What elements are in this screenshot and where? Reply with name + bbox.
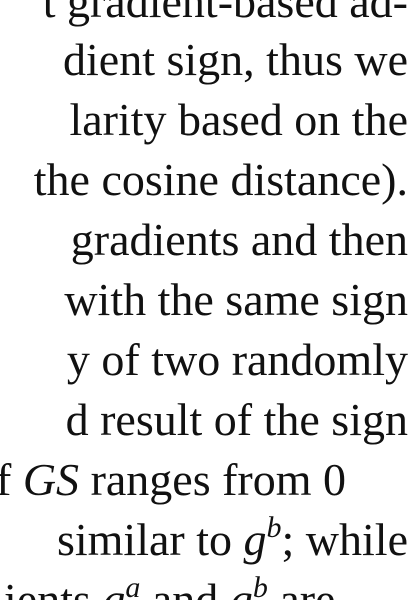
text-line: the cosine distance). [0, 150, 412, 210]
text-line-content: the cosine distance). [33, 154, 408, 205]
text-line: ients ga and gb are [0, 570, 412, 600]
text-line: f GS ranges from 0 [0, 450, 412, 510]
math-symbol: g [243, 514, 267, 565]
text-fragment: f [0, 454, 12, 505]
math-superscript: a [125, 571, 141, 600]
text-line-content: gradients and then [70, 214, 408, 265]
text-fragment: ranges from 0 [90, 454, 347, 505]
text-fragment: and [151, 574, 219, 600]
text-line-content: dient sign, thus we [63, 34, 408, 85]
math-symbol: g [102, 574, 126, 600]
text-fragment: ients [4, 574, 91, 600]
text-line: larity based on the [0, 90, 412, 150]
text-line: similar to gb; while [0, 510, 412, 570]
text-line: gradients and then [0, 210, 412, 270]
text-fragment: are [279, 574, 336, 600]
text-line: d result of the sign [0, 390, 412, 450]
text-line-content: d result of the sign [65, 394, 408, 445]
text-line-content: with the same sign [64, 274, 408, 325]
text-line-content: ients ga and gb are [4, 570, 335, 600]
text-line: dient sign, thus we [0, 30, 412, 90]
text-line-content: f GS ranges from 0 [0, 450, 346, 510]
math-superscript: b [252, 571, 268, 600]
text-line-content: t gradient-based ad- [42, 0, 408, 27]
text-fragment: similar to [56, 514, 233, 565]
text-line-content: similar to gb; while [57, 510, 408, 570]
text-line-content: y of two randomly [66, 334, 408, 385]
text-line: t gradient-based ad- [0, 0, 412, 32]
text-line: y of two randomly [0, 330, 412, 390]
text-line-content: larity based on the [69, 94, 408, 145]
text-line: with the same sign [0, 270, 412, 330]
math-symbol: g [229, 574, 253, 600]
math-symbol: GS [22, 454, 80, 505]
math-superscript: b [266, 511, 282, 544]
text-fragment: ; while [281, 514, 408, 565]
